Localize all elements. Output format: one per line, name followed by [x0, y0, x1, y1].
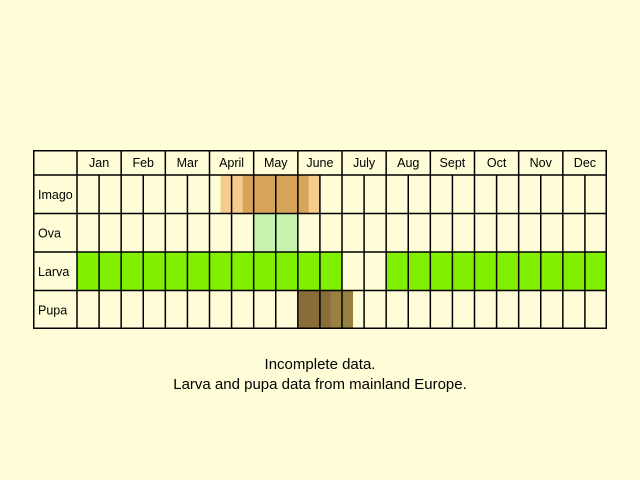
stage-label-ova: Ova — [38, 226, 61, 240]
month-label-june: June — [306, 156, 333, 170]
month-label-mar: Mar — [177, 156, 199, 170]
month-label-oct: Oct — [487, 156, 507, 170]
stage-bar-pupa-0 — [297, 290, 331, 329]
month-label-dec: Dec — [574, 156, 596, 170]
stage-bar-imago-2 — [308, 175, 320, 214]
month-label-may: May — [264, 156, 288, 170]
stage-label-pupa: Pupa — [38, 303, 67, 317]
month-label-aug: Aug — [397, 156, 419, 170]
month-label-july: July — [353, 156, 376, 170]
caption-line-1: Incomplete data. — [264, 356, 376, 373]
phenology-grid: Jan Feb Mar April May June July Aug Sept Oct Nov De… — [33, 150, 607, 329]
caption-line-2: Larva and pupa data from mainland Europe… — [173, 376, 467, 393]
month-label-sept: Sept — [440, 156, 466, 170]
month-label-april: April — [219, 156, 244, 170]
month-label-feb: Feb — [132, 156, 154, 170]
stage-label-larva: Larva — [38, 265, 69, 279]
month-label-nov: Nov — [530, 156, 553, 170]
phenology-chart: Jan Feb Mar April May June July Aug Sept Oct Nov De… — [33, 150, 607, 329]
stage-label-imago: Imago — [38, 188, 73, 202]
month-label-jan: Jan — [89, 156, 109, 170]
